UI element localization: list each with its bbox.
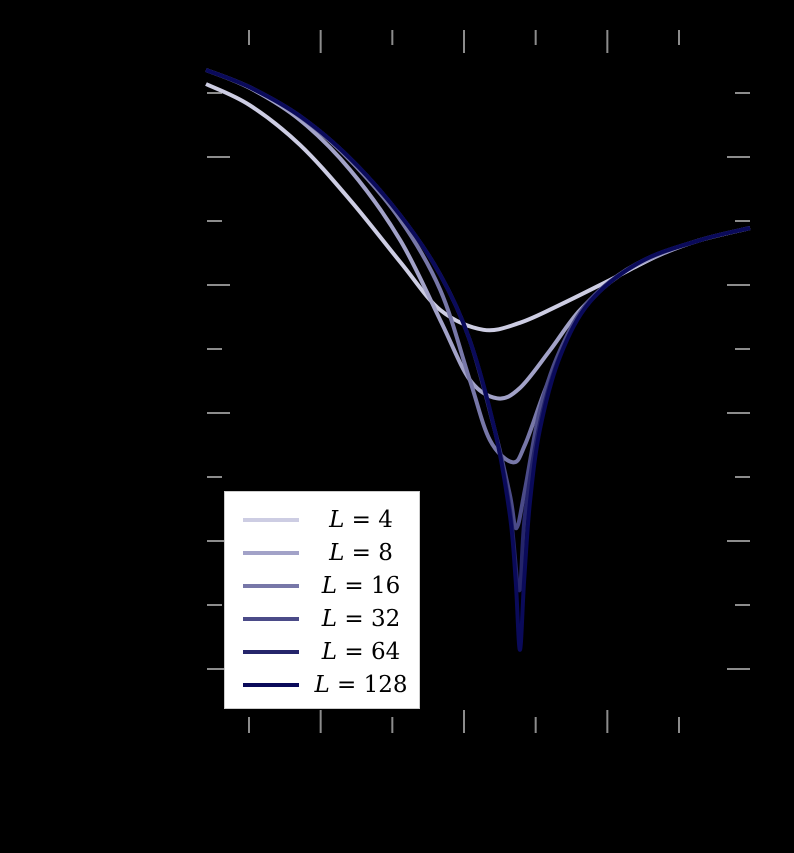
- legend-item-l8: L = 8: [225, 537, 421, 569]
- axis-ticks: [207, 30, 750, 733]
- legend-swatch: [243, 650, 299, 654]
- series-line-L128: [205, 68, 751, 652]
- legend-swatch: [243, 683, 299, 687]
- legend-label: L = 32: [321, 606, 401, 632]
- legend-item-l4: L = 4: [225, 504, 421, 536]
- legend-swatch: [243, 584, 299, 588]
- legend-label: L = 8: [329, 540, 393, 566]
- legend-label: L = 128: [314, 672, 408, 698]
- legend-swatch: [243, 617, 299, 621]
- legend-item-l128: L = 128: [225, 669, 421, 701]
- legend-swatch: [243, 551, 299, 555]
- data-series: [205, 68, 751, 652]
- legend: L = 4 L = 8 L = 16 L = 32 L = 64 L = 128: [224, 491, 420, 709]
- legend-item-l64: L = 64: [225, 636, 421, 668]
- legend-label: L = 16: [321, 573, 401, 599]
- legend-label: L = 4: [329, 507, 393, 533]
- legend-label: L = 64: [321, 639, 401, 665]
- legend-item-l16: L = 16: [225, 570, 421, 602]
- legend-item-l32: L = 32: [225, 603, 421, 635]
- legend-swatch: [243, 518, 299, 522]
